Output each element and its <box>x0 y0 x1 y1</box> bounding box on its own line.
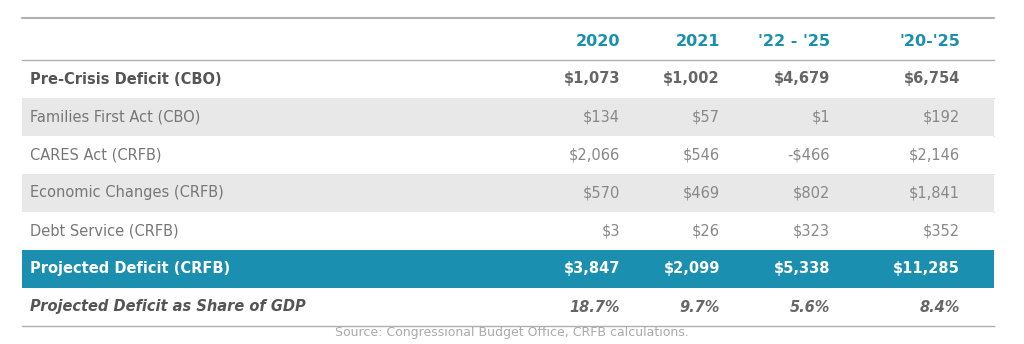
Text: Debt Service (CRFB): Debt Service (CRFB) <box>30 224 178 238</box>
Text: $5,338: $5,338 <box>773 261 830 277</box>
Text: '22 - '25: '22 - '25 <box>758 34 830 50</box>
Text: $2,066: $2,066 <box>568 148 620 162</box>
Bar <box>22 60 994 98</box>
Text: $192: $192 <box>923 109 961 125</box>
Text: Projected Deficit (CRFB): Projected Deficit (CRFB) <box>30 261 230 277</box>
Text: $3,847: $3,847 <box>563 261 620 277</box>
Text: $6,754: $6,754 <box>903 72 961 86</box>
Text: 5.6%: 5.6% <box>790 300 830 314</box>
Text: $1,073: $1,073 <box>563 72 620 86</box>
Text: $323: $323 <box>793 224 830 238</box>
Text: $134: $134 <box>583 109 620 125</box>
Text: Projected Deficit as Share of GDP: Projected Deficit as Share of GDP <box>30 300 306 314</box>
Text: $1,002: $1,002 <box>664 72 720 86</box>
Text: $57: $57 <box>692 109 720 125</box>
Text: 9.7%: 9.7% <box>680 300 720 314</box>
Text: Pre-Crisis Deficit (CBO): Pre-Crisis Deficit (CBO) <box>30 72 221 86</box>
Text: $1: $1 <box>811 109 830 125</box>
Text: 2021: 2021 <box>676 34 720 50</box>
Text: $570: $570 <box>583 185 620 201</box>
Text: '20-'25: '20-'25 <box>899 34 961 50</box>
Text: $3: $3 <box>601 224 620 238</box>
Text: Economic Changes (CRFB): Economic Changes (CRFB) <box>30 185 224 201</box>
Text: $26: $26 <box>692 224 720 238</box>
Text: $4,679: $4,679 <box>774 72 830 86</box>
Text: $546: $546 <box>683 148 720 162</box>
Text: CARES Act (CRFB): CARES Act (CRFB) <box>30 148 162 162</box>
Text: 8.4%: 8.4% <box>920 300 961 314</box>
Text: 18.7%: 18.7% <box>569 300 620 314</box>
Bar <box>22 174 994 212</box>
Text: $352: $352 <box>923 224 961 238</box>
Text: $2,146: $2,146 <box>909 148 961 162</box>
Bar <box>22 212 994 250</box>
Text: -$466: -$466 <box>787 148 830 162</box>
Text: Source: Congressional Budget Office, CRFB calculations.: Source: Congressional Budget Office, CRF… <box>335 326 689 339</box>
Bar <box>22 136 994 174</box>
Text: $469: $469 <box>683 185 720 201</box>
Bar <box>22 98 994 136</box>
Text: $802: $802 <box>793 185 830 201</box>
Text: Families First Act (CBO): Families First Act (CBO) <box>30 109 201 125</box>
Bar <box>22 250 994 288</box>
Bar <box>22 288 994 326</box>
Text: 2020: 2020 <box>575 34 620 50</box>
Text: $11,285: $11,285 <box>893 261 961 277</box>
Text: $2,099: $2,099 <box>664 261 720 277</box>
Text: $1,841: $1,841 <box>909 185 961 201</box>
